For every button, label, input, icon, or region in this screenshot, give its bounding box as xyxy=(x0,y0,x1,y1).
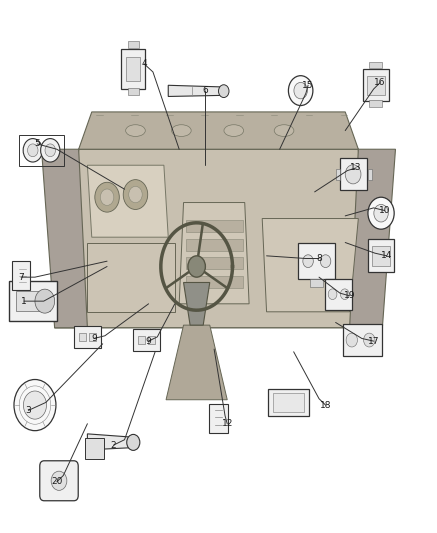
Bar xyxy=(9,281,57,321)
Circle shape xyxy=(24,391,46,419)
Text: 15: 15 xyxy=(302,81,314,90)
Text: 19: 19 xyxy=(344,292,355,300)
Polygon shape xyxy=(87,165,168,237)
Circle shape xyxy=(374,204,388,222)
Bar xyxy=(186,220,243,232)
Bar xyxy=(12,261,30,290)
Bar xyxy=(79,333,86,341)
Bar xyxy=(186,239,243,251)
Text: 18: 18 xyxy=(320,401,331,409)
Bar xyxy=(126,57,141,81)
Circle shape xyxy=(368,197,394,229)
Polygon shape xyxy=(55,149,382,328)
Bar xyxy=(336,169,340,180)
Text: 16: 16 xyxy=(375,78,386,87)
Polygon shape xyxy=(168,85,221,96)
Bar xyxy=(363,69,389,101)
Circle shape xyxy=(35,289,55,313)
Text: 13: 13 xyxy=(350,164,362,172)
Ellipse shape xyxy=(126,125,145,136)
Text: 6: 6 xyxy=(202,86,208,95)
Bar xyxy=(85,438,104,459)
Ellipse shape xyxy=(171,125,191,136)
Bar xyxy=(325,279,352,310)
Bar xyxy=(310,279,323,287)
Text: 14: 14 xyxy=(381,252,392,260)
Circle shape xyxy=(129,187,142,203)
Text: 20: 20 xyxy=(51,478,62,486)
Circle shape xyxy=(328,289,337,300)
Bar xyxy=(298,243,336,279)
Bar xyxy=(19,135,64,166)
Text: 17: 17 xyxy=(368,337,379,345)
Circle shape xyxy=(123,180,148,209)
Circle shape xyxy=(364,333,375,347)
Bar xyxy=(128,88,139,95)
Circle shape xyxy=(127,434,140,450)
Polygon shape xyxy=(262,219,358,312)
Bar xyxy=(372,246,390,266)
Polygon shape xyxy=(87,243,175,312)
Text: 7: 7 xyxy=(18,273,24,281)
Text: 8: 8 xyxy=(316,254,322,263)
Text: 10: 10 xyxy=(379,206,390,215)
Bar xyxy=(267,389,309,416)
Bar xyxy=(367,76,385,95)
Bar xyxy=(133,329,160,351)
Bar xyxy=(340,158,367,190)
Circle shape xyxy=(340,289,349,300)
Bar xyxy=(148,336,155,344)
Bar xyxy=(369,100,382,107)
Polygon shape xyxy=(179,203,249,304)
Circle shape xyxy=(41,139,60,162)
Bar xyxy=(89,333,96,341)
Text: 2: 2 xyxy=(111,441,116,449)
Text: 9: 9 xyxy=(91,334,97,343)
Polygon shape xyxy=(184,282,210,325)
Bar xyxy=(128,42,139,48)
Bar xyxy=(186,276,243,288)
FancyBboxPatch shape xyxy=(40,461,78,501)
Circle shape xyxy=(288,76,313,106)
Circle shape xyxy=(303,255,313,268)
Ellipse shape xyxy=(224,125,244,136)
Polygon shape xyxy=(79,112,358,149)
Text: 12: 12 xyxy=(222,419,233,428)
Circle shape xyxy=(51,471,67,490)
Circle shape xyxy=(345,165,361,184)
Polygon shape xyxy=(87,434,131,450)
Circle shape xyxy=(346,333,357,347)
Circle shape xyxy=(14,379,56,431)
Bar xyxy=(368,169,372,180)
Circle shape xyxy=(45,144,55,157)
Bar xyxy=(121,50,145,89)
Circle shape xyxy=(294,83,307,99)
Circle shape xyxy=(101,189,114,205)
Circle shape xyxy=(320,255,331,268)
Text: 9: 9 xyxy=(146,337,152,345)
Polygon shape xyxy=(350,149,395,328)
Bar xyxy=(368,239,394,272)
Bar xyxy=(138,336,145,344)
Bar xyxy=(273,393,304,412)
Text: 3: 3 xyxy=(25,406,31,415)
Circle shape xyxy=(188,256,205,277)
Text: 5: 5 xyxy=(34,140,40,148)
Polygon shape xyxy=(42,149,87,328)
Bar xyxy=(343,324,382,356)
Text: 4: 4 xyxy=(142,60,147,68)
Bar xyxy=(209,404,228,433)
Bar xyxy=(74,326,101,348)
Ellipse shape xyxy=(274,125,294,136)
Bar xyxy=(16,291,49,311)
Bar xyxy=(369,62,382,68)
Text: 1: 1 xyxy=(21,297,27,305)
Circle shape xyxy=(28,144,38,157)
Bar xyxy=(186,257,243,269)
Circle shape xyxy=(218,85,229,98)
Polygon shape xyxy=(166,325,227,400)
Circle shape xyxy=(23,139,42,162)
Circle shape xyxy=(95,182,119,212)
